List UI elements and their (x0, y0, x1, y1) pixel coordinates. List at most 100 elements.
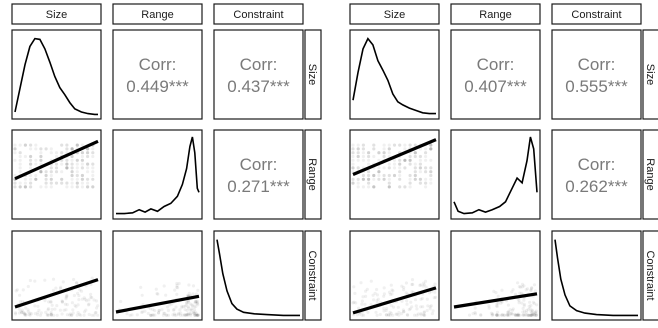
column-strip (450, 3, 541, 25)
scatter-point (49, 185, 53, 189)
scatter-point (65, 158, 69, 162)
scatter-point (387, 185, 391, 189)
scatter-point (375, 299, 379, 303)
scatter-point (351, 177, 355, 181)
scatter-point (403, 185, 407, 189)
scatter-point (418, 181, 422, 185)
scatter-point (87, 302, 91, 306)
trend-line (453, 292, 538, 309)
scatter-point (413, 173, 417, 178)
scatter-point (85, 299, 89, 303)
scatter-point (418, 166, 422, 170)
corr-value: 0.437*** (227, 77, 290, 96)
scatter-point (80, 181, 84, 185)
scatter-point (54, 162, 59, 166)
scatter-point (23, 143, 27, 147)
scatter-point (391, 289, 395, 293)
scatter-point (425, 308, 429, 313)
scatter-point (471, 312, 475, 316)
scatter-point (23, 154, 27, 159)
scatter-point (422, 283, 426, 287)
scatter-point (415, 307, 419, 311)
scatter-point (533, 289, 537, 293)
scatter-point (195, 299, 199, 303)
scatter-point (47, 300, 51, 304)
scatter-point (50, 307, 54, 311)
scatter-point (185, 312, 189, 316)
scatter-point (499, 301, 503, 305)
scatter-point (89, 295, 93, 299)
scatter-point (54, 181, 59, 185)
scatter-point (408, 158, 412, 162)
scatter-point (65, 166, 69, 170)
scatter-point (183, 313, 188, 317)
scatter-point (80, 173, 84, 178)
scatter-point (413, 151, 417, 155)
scatter-point (367, 177, 371, 181)
scatter-point (473, 312, 478, 316)
scatter-point (424, 181, 428, 185)
scatter-point (522, 298, 526, 302)
scatter-point (372, 173, 376, 178)
scatter-point (55, 313, 59, 317)
scatter-point (403, 166, 407, 170)
scatter-point (403, 143, 407, 147)
scatter-point (397, 313, 401, 317)
scatter-point (49, 177, 53, 181)
scatter-point (70, 147, 74, 151)
scatter-point (489, 311, 493, 315)
scatter-point (26, 308, 30, 312)
scatter-point (13, 158, 17, 162)
scatter-point (375, 313, 379, 317)
scatter-point (429, 170, 433, 174)
scatter-point (70, 162, 74, 166)
scatter-point (382, 286, 386, 290)
scatter-point (194, 311, 198, 315)
scatter-point (369, 279, 373, 283)
scatter-point (387, 185, 391, 189)
scatter-point (522, 302, 527, 306)
scatter-point (29, 154, 33, 159)
scatter-point (367, 181, 371, 185)
scatter-point (473, 306, 477, 310)
scatter-point (422, 311, 426, 315)
scatter-point (533, 313, 537, 317)
scatter-point (70, 154, 74, 159)
scatter-point (49, 313, 53, 317)
scatter-point (60, 177, 64, 181)
scatter-point (387, 166, 391, 170)
scatter-point (23, 312, 27, 316)
scatter-point (64, 297, 68, 301)
scatter-point (187, 283, 191, 287)
scatter-point (419, 313, 423, 317)
scatter-point (34, 162, 38, 166)
scatter-point (510, 312, 514, 316)
scatter-point (75, 281, 79, 285)
scatter-point (149, 313, 153, 317)
scatter-point (34, 177, 38, 181)
scatter-point (51, 288, 56, 292)
scatter-point (189, 313, 193, 317)
scatter-point (382, 151, 386, 155)
scatter-point (193, 313, 197, 317)
cell-frame (349, 230, 440, 321)
scatter-point (49, 312, 53, 316)
scatter-point (95, 306, 99, 310)
scatter-point (534, 313, 538, 317)
scatter-point (39, 154, 43, 159)
column-strip (11, 3, 102, 25)
scatter-point (351, 158, 355, 162)
scatter-point (192, 311, 196, 315)
scatter-point (413, 170, 417, 174)
scatter-point (387, 312, 391, 317)
scatter-point (82, 310, 87, 314)
scatter-point (86, 162, 90, 166)
scatter-point (410, 290, 414, 294)
scatter-point (387, 147, 391, 151)
cell-frame (450, 29, 541, 120)
scatter-point (429, 147, 433, 151)
scatter-point (530, 313, 535, 317)
scatter-point (76, 303, 80, 307)
row-label-constraint: Constraint (306, 250, 318, 300)
scatter-point (148, 307, 152, 311)
